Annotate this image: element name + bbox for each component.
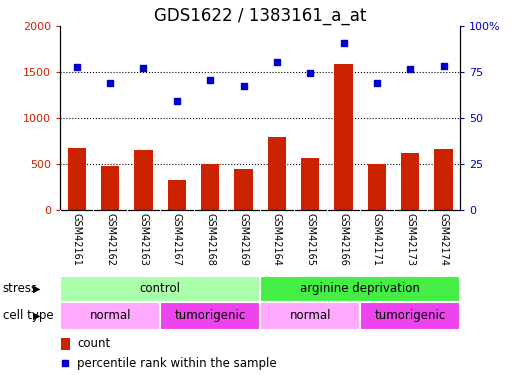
Text: GSM42163: GSM42163 bbox=[139, 213, 149, 266]
Text: stress: stress bbox=[3, 282, 38, 295]
Text: GSM42165: GSM42165 bbox=[305, 213, 315, 266]
Bar bbox=[368, 164, 386, 210]
Text: control: control bbox=[140, 282, 180, 295]
Text: tumorigenic: tumorigenic bbox=[374, 309, 446, 322]
Text: GSM42174: GSM42174 bbox=[439, 213, 449, 266]
Bar bbox=[60, 276, 260, 302]
Text: GSM42168: GSM42168 bbox=[205, 213, 215, 266]
Point bbox=[373, 80, 381, 86]
Bar bbox=[67, 148, 86, 210]
Text: GSM42166: GSM42166 bbox=[338, 213, 348, 266]
Bar bbox=[260, 302, 360, 330]
Bar bbox=[268, 137, 286, 210]
Bar bbox=[101, 166, 119, 210]
Text: GSM42173: GSM42173 bbox=[405, 213, 415, 266]
Point bbox=[73, 64, 81, 70]
Bar bbox=[260, 276, 460, 302]
Bar bbox=[134, 150, 153, 210]
Point bbox=[173, 98, 181, 104]
Point bbox=[439, 63, 448, 69]
Point bbox=[406, 66, 414, 72]
Bar bbox=[301, 158, 320, 210]
Text: ▶: ▶ bbox=[33, 311, 40, 321]
Bar bbox=[334, 64, 353, 210]
Text: arginine deprivation: arginine deprivation bbox=[300, 282, 420, 295]
Bar bbox=[360, 302, 460, 330]
Bar bbox=[201, 164, 219, 210]
Text: count: count bbox=[77, 338, 110, 350]
Text: GSM42169: GSM42169 bbox=[238, 213, 248, 266]
Point bbox=[206, 76, 214, 82]
Text: GSM42162: GSM42162 bbox=[105, 213, 115, 266]
Bar bbox=[435, 149, 453, 210]
Point bbox=[139, 64, 147, 70]
Text: GSM42164: GSM42164 bbox=[272, 213, 282, 266]
Bar bbox=[160, 302, 260, 330]
Text: GSM42171: GSM42171 bbox=[372, 213, 382, 266]
Point bbox=[272, 59, 281, 65]
Text: normal: normal bbox=[89, 309, 131, 322]
Text: GSM42161: GSM42161 bbox=[72, 213, 82, 266]
Bar bbox=[234, 169, 253, 210]
Text: percentile rank within the sample: percentile rank within the sample bbox=[77, 357, 277, 369]
Bar bbox=[168, 180, 186, 210]
Text: tumorigenic: tumorigenic bbox=[175, 309, 246, 322]
Point bbox=[240, 82, 248, 88]
Text: cell type: cell type bbox=[3, 309, 53, 322]
Bar bbox=[60, 302, 160, 330]
Text: ▶: ▶ bbox=[33, 284, 40, 294]
Title: GDS1622 / 1383161_a_at: GDS1622 / 1383161_a_at bbox=[154, 7, 367, 25]
Point bbox=[224, 274, 232, 280]
Bar bbox=[401, 153, 419, 210]
Point bbox=[339, 40, 348, 46]
Point bbox=[106, 80, 115, 86]
Text: normal: normal bbox=[289, 309, 331, 322]
Bar bbox=[61, 338, 70, 350]
Text: GSM42167: GSM42167 bbox=[172, 213, 182, 266]
Point bbox=[306, 70, 314, 76]
